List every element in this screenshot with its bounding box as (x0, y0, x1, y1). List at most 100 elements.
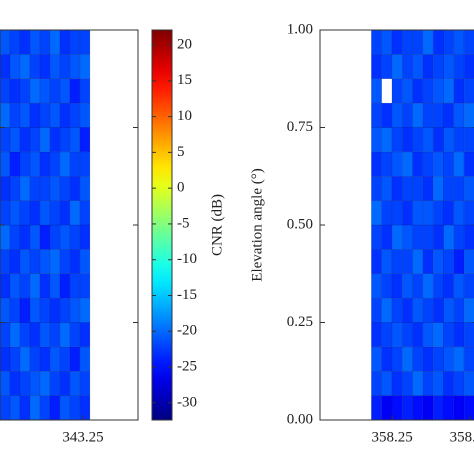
heatmap-cell (69, 395, 81, 421)
heatmap-cell (381, 249, 393, 274)
heatmap-cell (422, 346, 434, 372)
colorbar-tick-label: 10 (177, 108, 192, 124)
heatmap-cell (443, 102, 455, 128)
heatmap-cell (381, 273, 393, 299)
heatmap-cell (9, 29, 21, 55)
heatmap-cell (0, 297, 11, 323)
heatmap-cell (69, 371, 81, 396)
heatmap-cell (29, 346, 41, 372)
heatmap-cell (391, 273, 403, 299)
heatmap-cell (29, 395, 41, 421)
heatmap-cell (59, 54, 71, 79)
heatmap-cell (432, 54, 444, 79)
heatmap-cell (381, 29, 393, 55)
heatmap-cell (381, 176, 393, 201)
heatmap-cell (422, 395, 434, 421)
heatmap-cell (59, 29, 71, 55)
heatmap-cell (391, 371, 403, 396)
heatmap-cell (381, 371, 393, 396)
heatmap-cell (0, 273, 11, 299)
heatmap-cell (453, 224, 465, 250)
heatmap-cell (371, 78, 382, 104)
heatmap-cell (432, 78, 444, 104)
heatmap-cell (59, 346, 71, 372)
heatmap-cell (39, 176, 51, 201)
heatmap-cell (9, 322, 21, 348)
heatmap-cell (443, 151, 455, 177)
heatmap-cell (463, 200, 474, 226)
heatmap-cell (19, 102, 31, 128)
heatmap-cell (49, 127, 61, 153)
heatmap-cell (371, 249, 382, 274)
heatmap-cell (381, 297, 393, 323)
heatmap-cell (49, 151, 61, 177)
heatmap-cell (19, 249, 31, 274)
heatmap-cell (39, 54, 51, 79)
heatmap-cell (391, 322, 403, 348)
heatmap-cell (391, 395, 403, 421)
heatmap-cell (443, 29, 455, 55)
y-tick-label: 1.00 (287, 21, 313, 37)
heatmap-cell (9, 54, 21, 79)
heatmap-cell (9, 249, 21, 274)
heatmap-cell (59, 224, 71, 250)
heatmap-cell (412, 395, 424, 421)
heatmap-cell (463, 176, 474, 201)
heatmap-cell (402, 346, 413, 372)
heatmap-cell (422, 322, 434, 348)
heatmap-cell (412, 249, 424, 274)
heatmap-cell (79, 200, 91, 226)
heatmap-cell (29, 224, 41, 250)
x-tick-label: 358.25 (372, 429, 413, 445)
heatmap-cell (39, 102, 51, 128)
heatmap-cell (0, 102, 11, 128)
heatmap-cell (0, 346, 11, 372)
heatmap-cell (0, 200, 11, 226)
heatmap-cell (39, 127, 51, 153)
heatmap-cell (19, 322, 31, 348)
heatmap-cell (29, 249, 41, 274)
heatmap-cell (453, 176, 465, 201)
heatmap-cell (443, 273, 455, 299)
x-tick-label: 343.25 (62, 429, 103, 445)
heatmap-cell (443, 249, 455, 274)
heatmap-cell (49, 297, 61, 323)
heatmap-cell (49, 346, 61, 372)
colorbar-tick-label: -10 (177, 251, 197, 267)
heatmap-cell (391, 224, 403, 250)
heatmap-cell (432, 249, 444, 274)
heatmap-cell (69, 224, 81, 250)
heatmap-cell (59, 395, 71, 421)
heatmap-cell (9, 127, 21, 153)
heatmap-cell (453, 54, 465, 79)
heatmap-cell (443, 371, 455, 396)
heatmap-cell (381, 200, 393, 226)
heatmap-cell (371, 273, 382, 299)
heatmap-cell (0, 127, 11, 153)
heatmap-cell (381, 127, 393, 153)
colorbar-tick-label: -30 (177, 394, 197, 410)
heatmap-cell (391, 54, 403, 79)
heatmap-cell (19, 371, 31, 396)
heatmap-cell (463, 322, 474, 348)
heatmap-cell (9, 273, 21, 299)
heatmap-cell (463, 395, 474, 421)
heatmap-cell (432, 127, 444, 153)
heatmap-cell (391, 127, 403, 153)
heatmap-cell (463, 346, 474, 372)
heatmap-cell (453, 78, 465, 104)
heatmap-cell (422, 176, 434, 201)
heatmap-cell (453, 29, 465, 55)
heatmap-cell (79, 54, 91, 79)
heatmap-cell (463, 54, 474, 79)
heatmap-cell (422, 151, 434, 177)
y-tick-label: 0.75 (287, 119, 313, 135)
heatmap-cell (422, 29, 434, 55)
heatmap-cell (463, 127, 474, 153)
heatmap-cell (0, 322, 11, 348)
heatmap-cell (79, 127, 91, 153)
heatmap-cell (371, 346, 382, 372)
heatmap-cell (422, 200, 434, 226)
heatmap-cell (69, 127, 81, 153)
